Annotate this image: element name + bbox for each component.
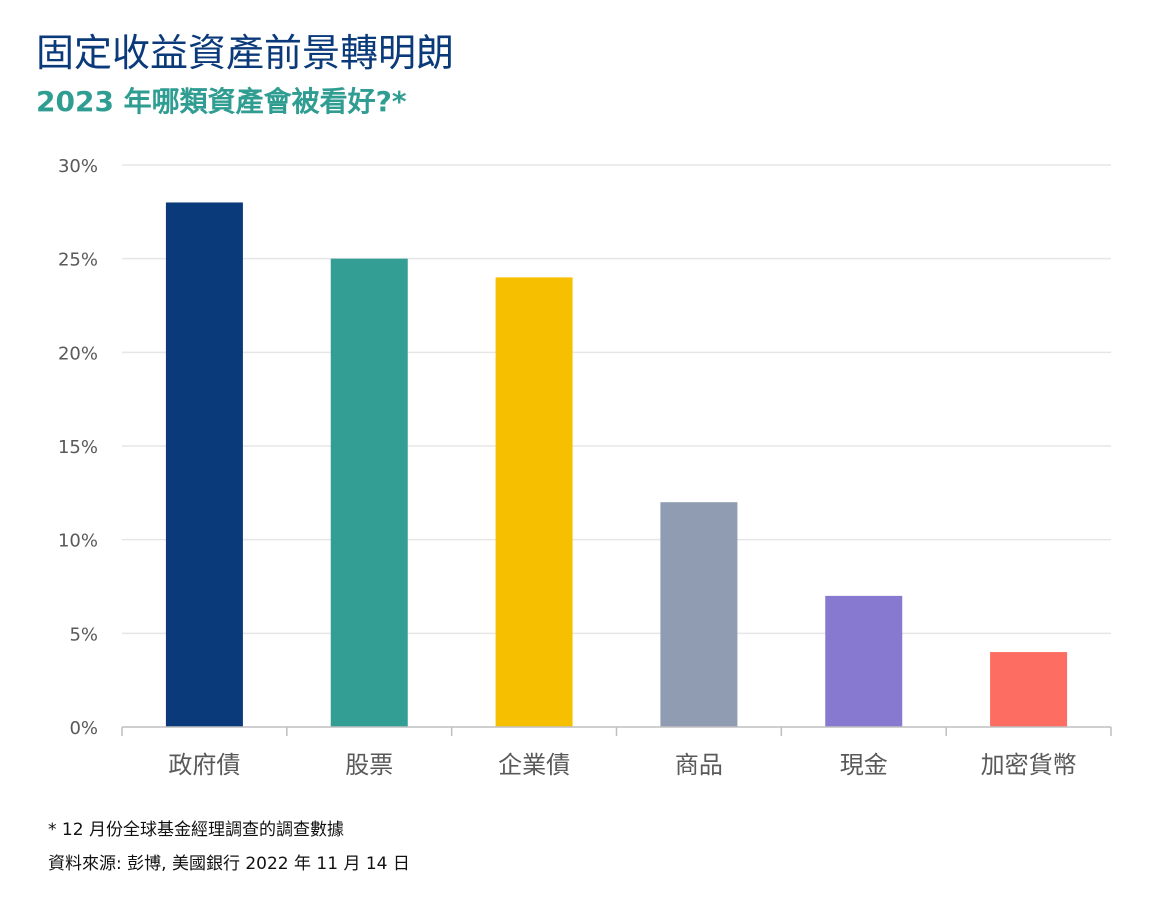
y-tick-label: 30%	[58, 156, 98, 177]
x-tick-label: 政府債	[168, 751, 240, 779]
y-tick-label: 25%	[58, 250, 98, 271]
y-tick-label: 15%	[58, 437, 98, 458]
chart-title: 固定收益資產前景轉明朗	[36, 31, 455, 75]
bar	[990, 652, 1068, 727]
y-tick-label: 20%	[58, 343, 98, 364]
x-tick-label: 加密貨幣	[981, 751, 1077, 779]
chart-subtitle: 2023 年哪類資產會被看好?*	[36, 85, 407, 118]
bar	[165, 202, 243, 727]
x-tick-label: 現金	[840, 751, 888, 779]
x-tick-label: 商品	[675, 751, 723, 779]
bar	[660, 502, 738, 727]
source-footnote: 資料來源: 彭博, 美國銀行 2022 年 11 月 14 日	[48, 854, 410, 874]
x-tick-label: 企業債	[498, 751, 570, 779]
y-tick-label: 0%	[69, 718, 98, 739]
y-tick-label: 10%	[58, 531, 98, 552]
y-tick-label: 5%	[69, 624, 98, 645]
bar	[825, 595, 903, 727]
bar	[495, 277, 573, 727]
survey-footnote: * 12 月份全球基金經理調查的調查數據	[48, 820, 344, 840]
bar	[330, 258, 408, 727]
x-tick-label: 股票	[345, 751, 393, 779]
